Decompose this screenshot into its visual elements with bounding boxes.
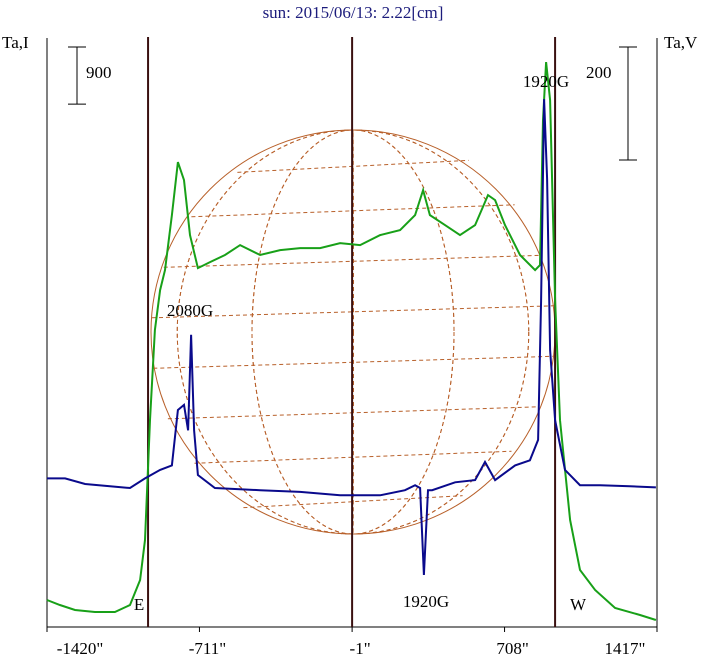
x-tick-label: 708" <box>496 639 528 658</box>
scale-bar-label: 200 <box>586 63 612 82</box>
limb-label: W <box>570 595 587 614</box>
y2-axis-label: Ta,V <box>664 33 698 52</box>
x-tick-label: -711" <box>189 639 226 658</box>
series-line <box>46 61 657 621</box>
meridian <box>251 129 455 535</box>
parallel <box>194 450 512 464</box>
scale-bar-label: 900 <box>86 63 112 82</box>
chart-title: sun: 2015/06/13: 2.22[cm] <box>263 3 444 22</box>
x-tick-label: -1420" <box>57 639 104 658</box>
annotation: 2080G <box>167 301 213 320</box>
annotation: 1920G <box>403 592 449 611</box>
limb-label: E <box>134 595 144 614</box>
meridian <box>352 129 354 535</box>
annotation: 1920G <box>523 72 569 91</box>
x-tick-label: 1417" <box>605 639 646 658</box>
series-line <box>47 99 656 576</box>
x-tick-label: -1" <box>350 639 371 658</box>
y-axis-label: Ta,I <box>2 33 29 52</box>
parallel <box>243 495 463 509</box>
